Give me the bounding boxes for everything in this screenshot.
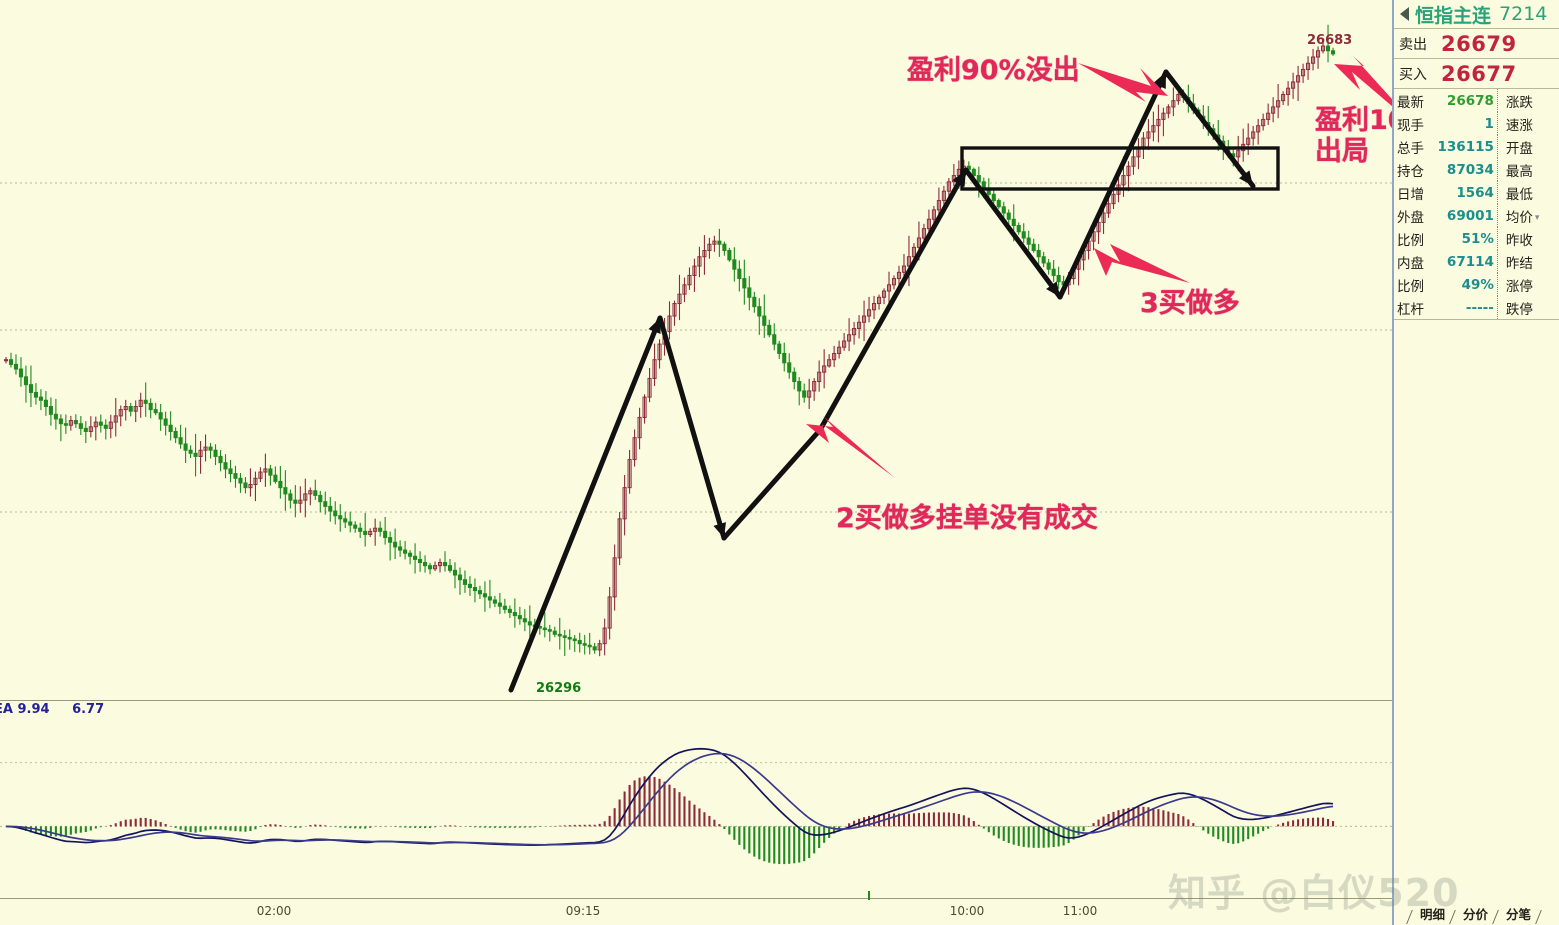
quote-panel-header[interactable]: 恒指主连 7214 <box>1394 0 1559 29</box>
quote-stat-key: 比例 <box>1397 278 1424 295</box>
quote-stat-key2: 昨结 <box>1496 250 1559 273</box>
quote-stat-key2: 涨跌 <box>1496 89 1559 112</box>
sell-quote-row[interactable]: 卖出 26679 <box>1394 29 1559 59</box>
quote-stat-value: 1564 <box>1456 184 1494 201</box>
price-chart-canvas <box>0 24 1392 693</box>
time-axis: 02:00 09:15 10:00 11:00 <box>0 891 1392 925</box>
quote-stat-key2: 最高 <box>1496 158 1559 181</box>
buy-quote-row[interactable]: 买入 26677 <box>1394 59 1559 89</box>
chevron-down-icon[interactable]: ▾ <box>1534 212 1540 223</box>
quote-stat-row: 比例 49% 涨停 <box>1394 273 1559 296</box>
axis-tick-3: 11:00 <box>1062 904 1098 918</box>
quote-stat-key2: 昨收 <box>1496 227 1559 250</box>
quote-stat-value: 87034 <box>1446 161 1494 178</box>
axis-tick-2: 10:00 <box>949 904 985 918</box>
price-chart-pane[interactable]: 26683 26296 <box>0 0 1392 700</box>
quote-stat-row: 现手 1 速涨 <box>1394 112 1559 135</box>
quote-stat-value: 26678 <box>1446 92 1494 109</box>
quote-stat-key: 最新 <box>1397 94 1424 111</box>
quote-stat-value: ----- <box>1465 299 1494 316</box>
axis-tick-0: 02:00 <box>256 904 292 918</box>
buy-price: 26677 <box>1441 61 1517 86</box>
panel-divider <box>1394 319 1559 320</box>
quote-stat-key: 杠杆 <box>1397 301 1424 318</box>
watermark: 知乎 @白仪520 <box>1168 871 1460 915</box>
quote-stat-key2: 最低 <box>1496 181 1559 204</box>
quote-stat-value: 136115 <box>1437 138 1494 155</box>
quote-stats-body: 最新 26678 涨跌 现手 1 速涨 总手 136115 开盘 持仓 87034 最高 日增 1564 最… <box>1394 89 1559 319</box>
quote-stat-key: 内盘 <box>1397 255 1424 272</box>
quote-stats-table: 最新 26678 涨跌 现手 1 速涨 总手 136115 开盘 持仓 87034 最高 日增 1564 最… <box>1394 89 1559 319</box>
quote-stat-row: 外盘 69001 均价 ▾ <box>1394 204 1559 227</box>
price-high-label: 26683 <box>1307 33 1353 48</box>
quote-stat-row: 总手 136115 开盘 <box>1394 135 1559 158</box>
quote-stat-row: 杠杆 ----- 跌停 <box>1394 296 1559 319</box>
quote-stat-key: 比例 <box>1397 232 1424 249</box>
sell-price: 26679 <box>1441 31 1517 56</box>
annotation-buy2-long-unfilled: 2买做多挂单没有成交 <box>836 503 1098 534</box>
quote-stat-value: 51% <box>1461 230 1494 247</box>
bottom-tab-bar[interactable]: 明细 分价 分笔 <box>1406 903 1542 924</box>
quote-stat-key2: 涨停 <box>1496 273 1559 296</box>
quote-stat-key: 外盘 <box>1397 209 1424 226</box>
price-low-label: 26296 <box>536 681 582 696</box>
macd-legend: EA 9.94 6.77 <box>0 702 122 717</box>
quote-stat-row: 内盘 67114 昨结 <box>1394 250 1559 273</box>
quote-stat-row: 最新 26678 涨跌 <box>1394 89 1559 112</box>
quote-stat-row: 持仓 87034 最高 <box>1394 158 1559 181</box>
quote-stat-key: 现手 <box>1397 117 1424 134</box>
tab-fenjia[interactable]: 分价 <box>1463 907 1489 922</box>
quote-stat-key: 持仓 <box>1397 163 1424 180</box>
quote-stat-value: 49% <box>1461 276 1494 293</box>
quote-stat-key2: 速涨 <box>1496 112 1559 135</box>
annotation-buy3-long: 3买做多 <box>1140 288 1240 319</box>
quote-stat-key2: 跌停 <box>1496 296 1559 319</box>
tab-fenbi[interactable]: 分笔 <box>1506 907 1532 922</box>
macd-dif-label: EA 9.94 <box>0 702 50 717</box>
instrument-code: 7214 <box>1499 3 1548 25</box>
buy-label: 买入 <box>1399 66 1427 83</box>
quote-stat-value: 1 <box>1484 115 1494 132</box>
annotation-profit-90-no-exit: 盈利90%没出 <box>907 55 1080 86</box>
quote-stat-row: 比例 51% 昨收 <box>1394 227 1559 250</box>
sell-label: 卖出 <box>1399 36 1427 53</box>
axis-tick-1: 09:15 <box>565 904 601 918</box>
macd-dea-value: 6.77 <box>72 702 105 717</box>
quote-stat-row: 日增 1564 最低 <box>1394 181 1559 204</box>
quote-stat-key2: 均价 ▾ <box>1496 204 1559 227</box>
instrument-name: 恒指主连 <box>1415 4 1492 27</box>
quote-stat-value: 69001 <box>1446 207 1494 224</box>
quote-panel[interactable]: 恒指主连 7214 卖出 26679 买入 26677 最新 26678 涨跌现手 1… <box>1392 0 1559 925</box>
quote-stat-key: 总手 <box>1397 140 1424 157</box>
axis-cursor-marker <box>868 891 870 900</box>
quote-stat-key: 日增 <box>1397 186 1424 203</box>
quote-stat-key2: 开盘 <box>1496 135 1559 158</box>
tab-mingxi[interactable]: 明细 <box>1420 907 1446 922</box>
collapse-triangle-icon[interactable] <box>1400 7 1409 21</box>
quote-stat-value: 67114 <box>1446 253 1494 270</box>
